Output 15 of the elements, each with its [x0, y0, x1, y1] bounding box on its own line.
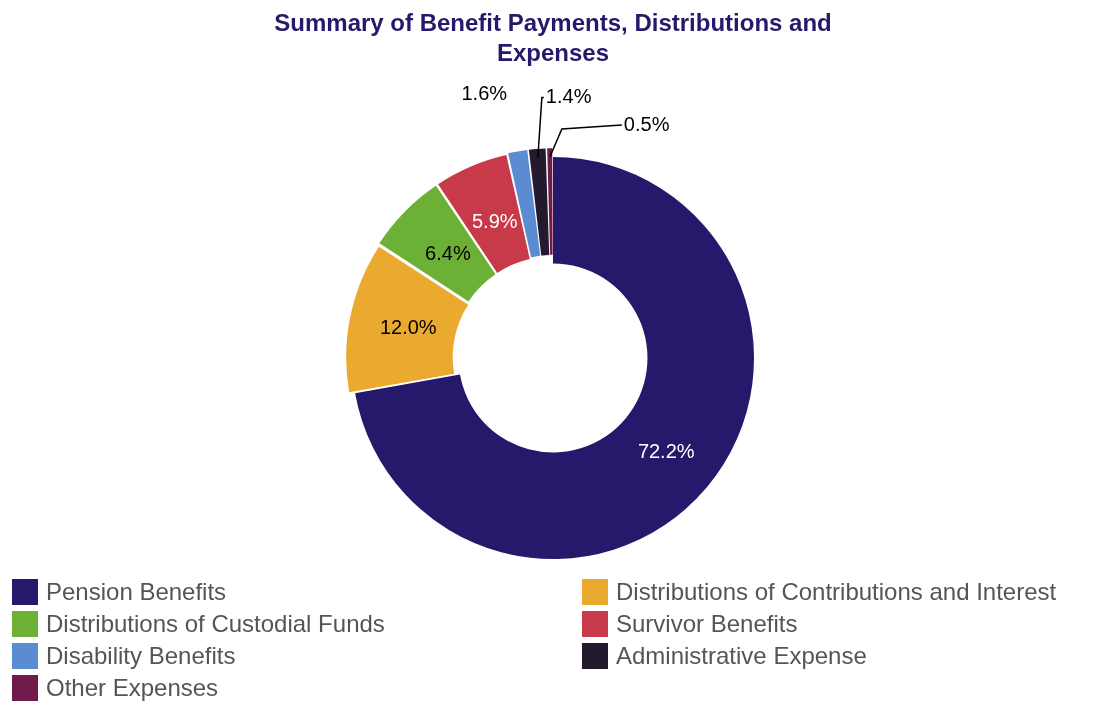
data-label: 12.0% — [379, 316, 437, 339]
data-label: 1.6% — [461, 82, 508, 105]
legend-label: Disability Benefits — [46, 642, 236, 670]
legend-label: Distributions of Custodial Funds — [46, 610, 385, 638]
chart-title: Summary of Benefit Payments, Distributions and Expenses — [273, 8, 833, 68]
legend-label: Distributions of Contributions and Interest — [616, 578, 1057, 606]
data-label: 6.4% — [425, 241, 471, 264]
data-label: 1.4% — [545, 85, 592, 108]
legend-label: Other Expenses — [46, 674, 219, 702]
legend-label: Administrative Expense — [616, 642, 867, 670]
data-label: 72.2% — [637, 440, 695, 463]
data-label: 0.5% — [623, 112, 670, 135]
legend-label: Survivor Benefits — [616, 610, 798, 638]
legend-label: Pension Benefits — [46, 578, 227, 606]
data-label: 5.9% — [471, 209, 518, 232]
